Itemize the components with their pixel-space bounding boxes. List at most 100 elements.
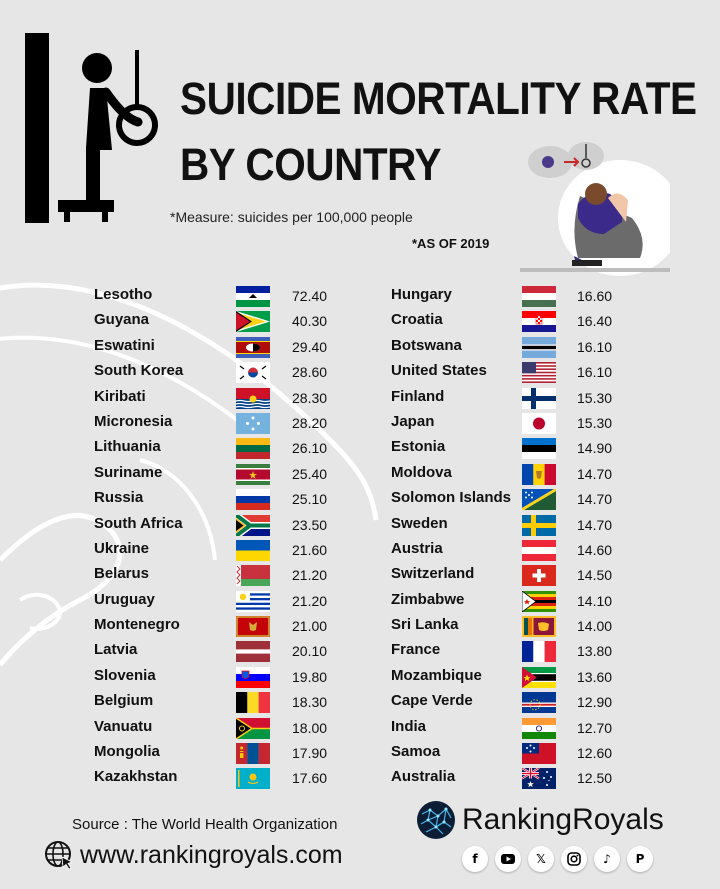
- flag-montenegro-icon: [236, 616, 270, 637]
- country-name: Hungary: [391, 286, 452, 303]
- flag-slovenia-icon: [236, 667, 270, 688]
- flag-mongolia-icon: [236, 743, 270, 764]
- rate-value: 12.50: [577, 770, 613, 787]
- rate-value: 18.30: [292, 694, 328, 711]
- rate-value: 21.20: [292, 592, 328, 609]
- country-name: Ukraine: [94, 539, 150, 557]
- rate-value: 15.30: [577, 414, 613, 431]
- brand-name: RankingRoyals: [462, 803, 664, 836]
- rate-value: 21.60: [292, 541, 328, 558]
- flag-ukraine-icon: [236, 540, 270, 561]
- youtube-icon[interactable]: [495, 846, 521, 872]
- country-name: Croatia: [391, 311, 443, 329]
- rate-value: 14.70: [577, 491, 613, 508]
- distressed-person-illustration: [520, 142, 670, 276]
- rate-value: 14.70: [577, 465, 613, 482]
- country-name: Slovenia: [94, 666, 156, 684]
- flag-moldova-icon: [522, 464, 556, 485]
- rate-value: 13.60: [577, 668, 613, 685]
- brand-globe-icon: [417, 801, 455, 839]
- flag-latvia-icon: [236, 641, 270, 662]
- country-name: Moldova: [391, 463, 452, 481]
- rate-value: 14.50: [577, 567, 613, 584]
- flag-suriname-icon: [236, 464, 270, 485]
- instagram-icon[interactable]: [561, 846, 587, 872]
- flag-micronesia-icon: [236, 413, 270, 434]
- flag-india-icon: [522, 718, 556, 739]
- country-name: Eswatini: [94, 336, 155, 354]
- rate-value: 17.60: [292, 770, 328, 787]
- country-name: India: [391, 717, 427, 735]
- country-name: Sri Lanka: [391, 616, 459, 634]
- country-name: Sweden: [391, 514, 448, 532]
- flag-japan-icon: [522, 413, 556, 434]
- rate-value: 14.90: [577, 440, 613, 457]
- facebook-icon[interactable]: f: [462, 846, 488, 872]
- rate-value: 16.60: [577, 288, 613, 304]
- flag-belarus-icon: [236, 565, 270, 586]
- rate-value: 16.10: [577, 364, 613, 381]
- country-name: Kiribati: [94, 387, 146, 405]
- flag-australia-icon: [522, 768, 556, 789]
- country-name: Mozambique: [391, 666, 482, 684]
- flag-guyana-icon: [236, 311, 270, 332]
- as-of-note: *AS OF 2019: [412, 236, 490, 251]
- flag-uruguay-icon: [236, 591, 270, 612]
- rate-value: 25.40: [292, 465, 328, 482]
- brand-logo: RankingRoyals: [416, 800, 664, 840]
- flag-sri-lanka-icon: [522, 616, 556, 637]
- country-name: Japan: [391, 412, 435, 430]
- country-name: France: [391, 641, 441, 659]
- country-name: Samoa: [391, 743, 441, 761]
- country-name: Guyana: [94, 311, 150, 329]
- country-name: Austria: [391, 539, 443, 557]
- hanging-figure-pictogram: [25, 33, 158, 223]
- website-url: www.rankingroyals.com: [80, 840, 343, 869]
- country-name: Suriname: [94, 463, 163, 481]
- rate-value: 20.10: [292, 643, 328, 660]
- globe-cursor-icon: [45, 841, 73, 870]
- flag-switzerland-icon: [522, 565, 556, 586]
- rate-value: 14.10: [577, 592, 613, 609]
- rate-value: 23.50: [292, 516, 328, 533]
- flag-kazakhstan-icon: [236, 768, 270, 789]
- country-name: Mongolia: [94, 743, 160, 761]
- country-name: South Korea: [94, 362, 184, 380]
- tiktok-icon[interactable]: ♪: [594, 846, 620, 872]
- country-name: Uruguay: [94, 590, 155, 608]
- flag-cape-verde-icon: [522, 692, 556, 713]
- country-name: Finland: [391, 387, 445, 405]
- rate-value: 13.80: [577, 643, 613, 660]
- rate-value: 16.40: [577, 313, 613, 330]
- country-name: Micronesia: [94, 412, 173, 430]
- flag-lithuania-icon: [236, 438, 270, 459]
- flag-estonia-icon: [522, 438, 556, 459]
- rate-value: 18.00: [292, 719, 328, 736]
- country-name: Botswana: [391, 336, 462, 354]
- country-name: Belarus: [94, 565, 150, 583]
- rate-value: 72.40: [292, 288, 328, 304]
- flag-botswana-icon: [522, 337, 556, 358]
- rate-value: 21.00: [292, 618, 328, 635]
- x-icon[interactable]: 𝕏: [528, 846, 554, 872]
- country-name: United States: [391, 362, 487, 380]
- rate-value: 21.20: [292, 567, 328, 584]
- flag-south-korea-icon: [236, 362, 270, 383]
- rate-value: 12.60: [577, 745, 613, 762]
- flag-lesotho-icon: [236, 286, 270, 307]
- rate-value: 28.30: [292, 389, 328, 406]
- country-name: Vanuatu: [94, 717, 153, 735]
- website-link[interactable]: www.rankingroyals.com: [44, 840, 343, 870]
- country-name: Montenegro: [94, 616, 180, 634]
- flag-france-icon: [522, 641, 556, 662]
- rate-value: 29.40: [292, 338, 328, 355]
- rate-value: 17.90: [292, 745, 328, 762]
- flag-russia-icon: [236, 489, 270, 510]
- flag-finland-icon: [522, 388, 556, 409]
- rate-value: 12.70: [577, 719, 613, 736]
- pinterest-icon[interactable]: P: [627, 846, 653, 872]
- flag-belgium-icon: [236, 692, 270, 713]
- rate-value: 12.90: [577, 694, 613, 711]
- flag-austria-icon: [522, 540, 556, 561]
- page-title-line-2: BY COUNTRY: [180, 139, 442, 190]
